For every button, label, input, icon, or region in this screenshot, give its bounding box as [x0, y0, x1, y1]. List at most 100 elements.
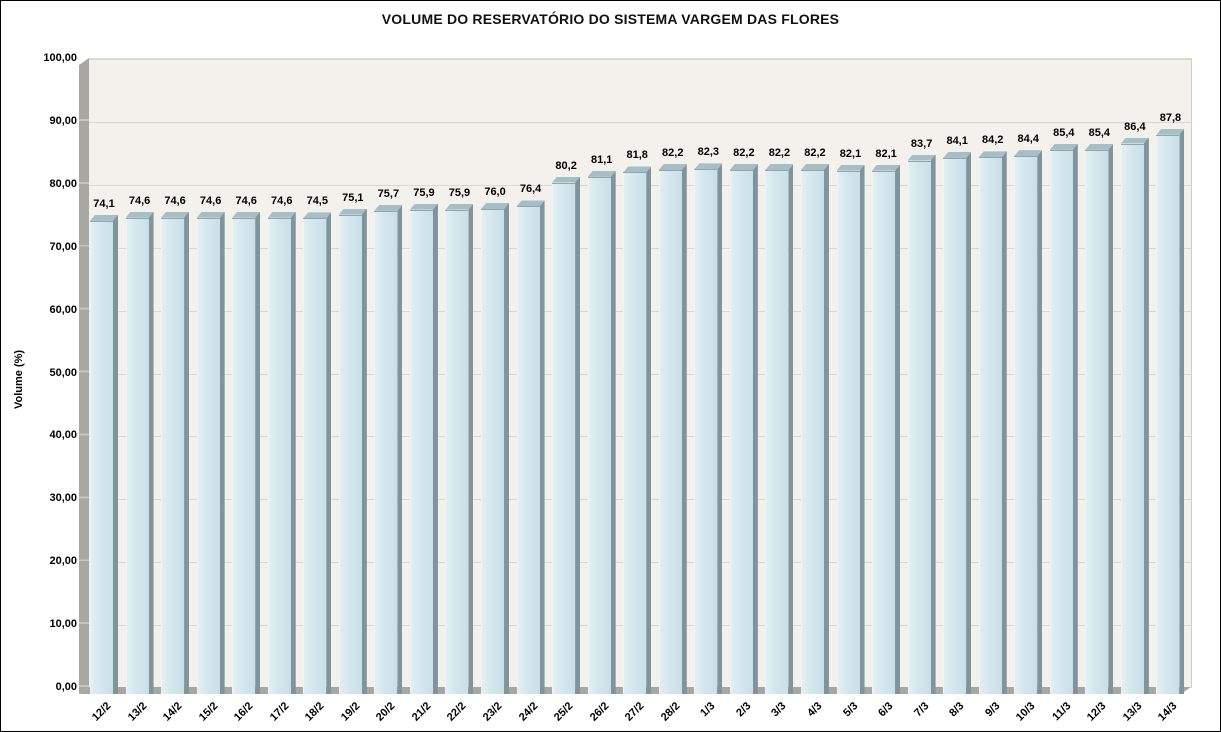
bar-side-face — [966, 152, 972, 694]
bar-top-face — [765, 164, 793, 170]
bar-top-face — [161, 212, 189, 218]
x-tick-label: 21/2 — [409, 700, 434, 724]
x-tick-label: 11/3 — [1050, 700, 1074, 724]
bar-front-face — [409, 209, 433, 694]
bar — [374, 204, 403, 694]
bar — [161, 211, 190, 694]
y-tick-label: 100,00 — [43, 52, 77, 64]
bar — [694, 163, 723, 694]
bar-front-face — [125, 217, 149, 694]
bar-top-face — [517, 200, 545, 206]
bar-top-face — [339, 209, 367, 215]
bar-front-face — [658, 169, 682, 694]
bar-top-face — [623, 166, 651, 172]
bar-top-face — [694, 163, 722, 169]
bar-front-face — [694, 169, 718, 694]
x-tick-label: 25/2 — [551, 700, 576, 724]
bar-top-face — [197, 212, 225, 218]
x-tick-label: 23/2 — [480, 700, 505, 724]
bar-side-face — [539, 200, 545, 694]
bar-value-label: 74,5 — [306, 195, 328, 208]
chart-title: VOLUME DO RESERVATÓRIO DO SISTEMA VARGEM… — [381, 11, 840, 27]
bar — [303, 212, 332, 694]
bar-top-face — [1156, 129, 1184, 135]
x-tick-label: 7/3 — [911, 700, 932, 720]
bar-front-face — [1156, 134, 1180, 694]
bar-value-label: 74,1 — [93, 197, 115, 210]
bar-side-face — [397, 204, 403, 694]
bar-top-face — [1121, 138, 1149, 144]
bar-value-label: 83,7 — [910, 137, 933, 150]
bar — [836, 164, 865, 694]
bar-value-label: 82,2 — [804, 146, 826, 159]
bar-top-face — [801, 164, 829, 170]
y-tick-label: 40,00 — [49, 429, 77, 442]
bar-value-label: 76,4 — [519, 183, 542, 196]
x-tick-label: 3/3 — [769, 700, 789, 720]
x-tick-label: 13/2 — [125, 700, 150, 724]
bar-side-face — [859, 164, 865, 694]
bar-top-face — [481, 203, 509, 209]
x-tick-label: 4/3 — [805, 700, 825, 720]
bar-front-face — [587, 176, 611, 694]
bar-front-face — [1120, 143, 1144, 694]
bar-value-label: 82,2 — [768, 146, 791, 159]
bar — [232, 211, 261, 694]
bar — [516, 200, 545, 694]
x-tick-label: 17/2 — [267, 700, 292, 724]
y-tick-label: 80,00 — [49, 177, 77, 190]
x-tick-label: 18/2 — [303, 700, 327, 724]
bar-top-face — [1014, 150, 1042, 156]
bar-front-face — [196, 217, 220, 694]
bar-side-face — [930, 154, 936, 694]
bar-value-label: 85,4 — [1088, 126, 1111, 139]
y-tick-label: 70,00 — [49, 240, 77, 253]
bar-front-face — [481, 208, 505, 694]
bar — [907, 154, 936, 694]
bar-side-face — [646, 166, 652, 694]
bar-top-face — [232, 212, 260, 218]
bar — [1085, 143, 1114, 694]
chart-3d-wall — [79, 58, 89, 694]
bar-side-face — [361, 208, 367, 694]
bar — [587, 170, 616, 694]
bar-value-label: 81,8 — [626, 149, 648, 162]
bar-side-face — [113, 214, 118, 694]
bar — [338, 208, 367, 694]
bar — [409, 203, 438, 694]
bar-side-face — [1072, 143, 1078, 694]
bar-side-face — [752, 163, 758, 694]
bar-value-label: 75,9 — [448, 186, 471, 199]
bar-value-label: 74,6 — [235, 194, 257, 207]
x-tick-label: 12/2 — [89, 700, 114, 724]
x-tick-label: 15/2 — [196, 700, 221, 724]
x-tick-label: 13/3 — [1120, 700, 1145, 724]
bar — [196, 211, 225, 694]
y-tick-label: 30,00 — [49, 492, 77, 505]
bar-top-face — [126, 212, 154, 218]
y-tick-label: 50,00 — [49, 366, 77, 379]
bar-top-face — [90, 215, 118, 221]
bar-side-face — [290, 211, 296, 694]
x-tick-label: 20/2 — [374, 700, 398, 724]
x-tick-label: 16/2 — [232, 700, 256, 724]
y-tick-label: 0,00 — [55, 681, 77, 693]
bar-front-face — [338, 214, 362, 694]
bar — [481, 202, 510, 694]
bar-value-label: 75,1 — [342, 191, 364, 204]
bar-value-label: 82,2 — [733, 146, 755, 159]
x-tick-label: 28/2 — [658, 700, 683, 724]
bar-top-face — [908, 155, 936, 161]
bar-side-face — [468, 203, 474, 694]
bar-top-face — [268, 212, 296, 218]
bar — [1156, 128, 1185, 694]
bar-side-face — [823, 163, 829, 694]
y-tick-label: 60,00 — [49, 303, 77, 316]
bar — [943, 152, 972, 694]
bar-front-face — [374, 210, 398, 694]
bar-side-face — [219, 211, 225, 694]
bar — [1014, 150, 1043, 694]
bar-side-face — [717, 163, 723, 694]
bar-value-label: 74,6 — [199, 194, 222, 207]
